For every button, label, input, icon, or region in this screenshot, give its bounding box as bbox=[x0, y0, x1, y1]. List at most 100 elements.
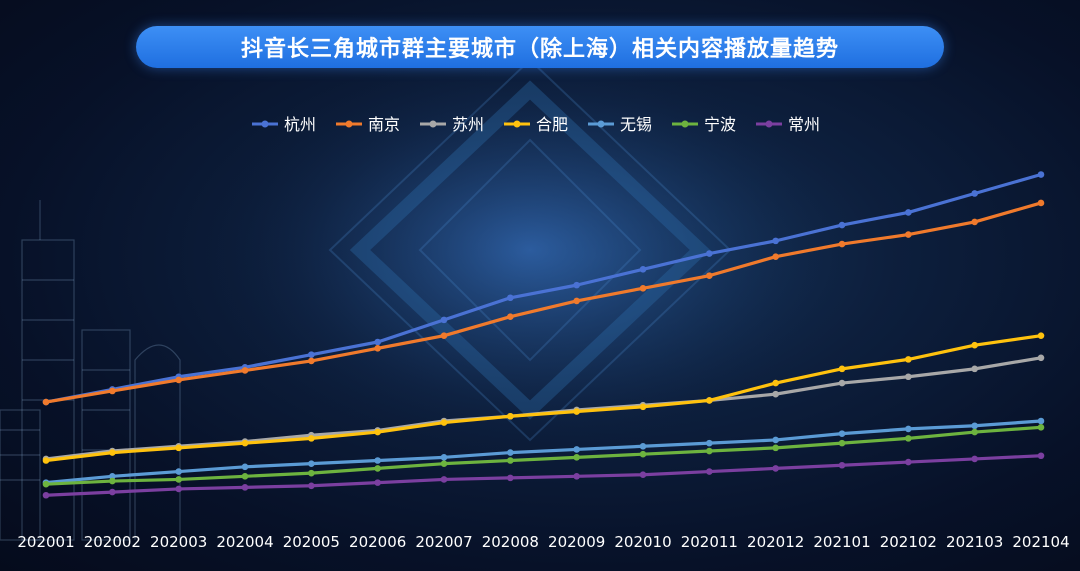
legend-label: 杭州 bbox=[284, 115, 316, 134]
legend-label: 合肥 bbox=[536, 115, 568, 134]
x-tick-label: 202011 bbox=[681, 533, 738, 551]
data-point bbox=[308, 469, 315, 477]
data-point bbox=[706, 468, 713, 475]
data-point bbox=[241, 484, 249, 491]
data-point bbox=[905, 356, 912, 363]
data-point bbox=[1037, 332, 1045, 339]
legend-item: 苏州 bbox=[420, 115, 484, 134]
series-line bbox=[44, 419, 1043, 485]
data-point bbox=[905, 425, 912, 433]
data-point bbox=[838, 430, 846, 437]
data-point bbox=[440, 454, 448, 461]
legend-label: 无锡 bbox=[620, 115, 652, 134]
data-point bbox=[374, 479, 381, 486]
legend-item: 常州 bbox=[756, 115, 820, 134]
data-point bbox=[42, 398, 50, 406]
x-tick-label: 202012 bbox=[747, 533, 804, 551]
data-point bbox=[308, 460, 315, 467]
x-tick-label: 202101 bbox=[813, 533, 870, 551]
data-point bbox=[573, 408, 580, 415]
legend: 杭州 南京 苏州 合肥 无锡 宁波 常州 bbox=[252, 115, 820, 134]
data-point bbox=[639, 450, 647, 458]
series-宁波 bbox=[42, 424, 1045, 488]
data-point bbox=[706, 250, 713, 257]
data-point bbox=[109, 387, 116, 395]
data-point bbox=[838, 379, 846, 387]
data-point bbox=[374, 338, 381, 346]
data-point bbox=[772, 237, 779, 245]
legend-item: 宁波 bbox=[672, 115, 736, 134]
data-point bbox=[639, 442, 647, 450]
data-point bbox=[374, 457, 381, 464]
data-point bbox=[971, 190, 978, 197]
data-point bbox=[573, 446, 580, 453]
data-point bbox=[440, 460, 448, 467]
x-tick-label: 202104 bbox=[1012, 533, 1069, 551]
legend-label: 南京 bbox=[368, 115, 400, 134]
data-point bbox=[175, 444, 182, 452]
data-point bbox=[706, 447, 713, 455]
x-tick-label: 202003 bbox=[150, 533, 207, 551]
series-line bbox=[44, 201, 1043, 404]
data-point bbox=[971, 341, 978, 349]
data-point bbox=[42, 480, 50, 488]
data-point bbox=[507, 457, 514, 464]
data-point bbox=[573, 454, 580, 461]
legend-item: 合肥 bbox=[504, 115, 568, 134]
x-tick-label: 202006 bbox=[349, 533, 406, 551]
data-point bbox=[507, 449, 514, 456]
data-point bbox=[971, 455, 978, 463]
series-line bbox=[44, 334, 1043, 463]
x-tick-label: 202103 bbox=[946, 533, 1003, 551]
data-point bbox=[1037, 199, 1045, 207]
legend-swatch-dot bbox=[765, 120, 773, 128]
data-point bbox=[308, 357, 315, 365]
data-point bbox=[838, 221, 846, 229]
series-南京 bbox=[42, 199, 1045, 406]
data-point bbox=[706, 397, 713, 404]
data-point bbox=[905, 231, 912, 238]
series-常州 bbox=[42, 452, 1045, 499]
data-point bbox=[241, 463, 249, 471]
data-point bbox=[241, 473, 249, 480]
data-point bbox=[772, 436, 779, 444]
x-tick-label: 202007 bbox=[415, 533, 472, 551]
data-point bbox=[374, 345, 381, 352]
data-point bbox=[772, 253, 779, 260]
legend-swatch-dot bbox=[597, 120, 605, 128]
series-line bbox=[44, 454, 1043, 497]
data-point bbox=[639, 266, 647, 273]
data-point bbox=[507, 412, 514, 420]
legend-label: 宁波 bbox=[704, 115, 736, 134]
data-point bbox=[639, 284, 647, 292]
data-point bbox=[838, 240, 846, 248]
data-point bbox=[772, 465, 779, 472]
data-point bbox=[905, 209, 912, 216]
data-point bbox=[971, 218, 978, 226]
data-point bbox=[109, 473, 116, 480]
data-point bbox=[838, 461, 846, 469]
data-point bbox=[706, 439, 713, 447]
legend-label: 常州 bbox=[788, 115, 820, 134]
data-point bbox=[639, 471, 647, 479]
data-point bbox=[175, 376, 182, 384]
data-point bbox=[507, 313, 514, 321]
data-point bbox=[905, 373, 912, 381]
data-point bbox=[308, 351, 315, 358]
data-point bbox=[905, 435, 912, 442]
x-tick-label: 202102 bbox=[880, 533, 937, 551]
series-无锡 bbox=[42, 417, 1045, 486]
data-point bbox=[971, 422, 978, 430]
x-tick-label: 202002 bbox=[84, 533, 141, 551]
x-tick-label: 202010 bbox=[614, 533, 671, 551]
legend-item: 杭州 bbox=[252, 115, 316, 134]
x-tick-label: 202005 bbox=[283, 533, 340, 551]
data-point bbox=[42, 491, 50, 499]
series-line bbox=[44, 172, 1043, 404]
legend-swatch-dot bbox=[345, 120, 353, 128]
data-point bbox=[241, 439, 249, 447]
data-point bbox=[241, 367, 249, 374]
data-point bbox=[175, 485, 182, 493]
data-point bbox=[905, 458, 912, 466]
